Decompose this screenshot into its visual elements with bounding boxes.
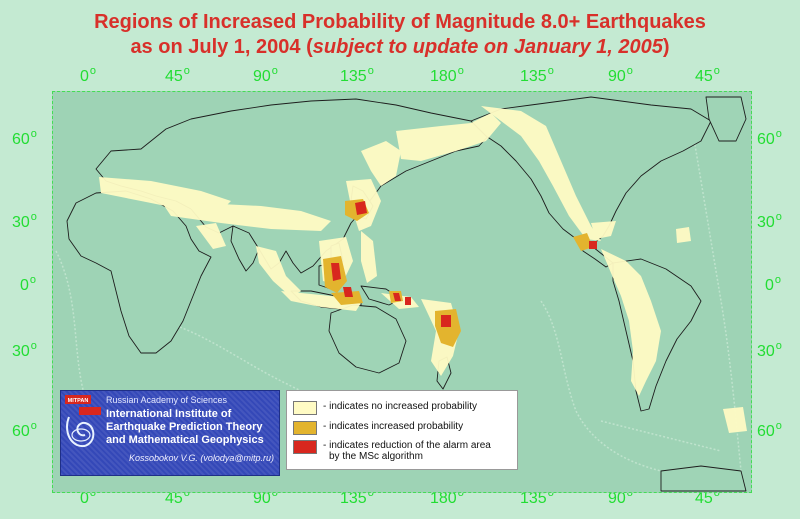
lat-right-60s: 60o: [757, 420, 782, 440]
institute-name-line-1: International Institute of: [106, 408, 232, 420]
lon-bottom-90w: 90o: [608, 487, 633, 507]
antarctic-edge: [660, 465, 747, 492]
lat-left-60n: 60o: [12, 128, 37, 148]
map-canvas: [55, 96, 747, 492]
lon-bottom-180: 180o: [430, 487, 464, 507]
lon-top-135w: 135o: [520, 65, 554, 85]
lon-top-45: 45o: [165, 65, 190, 85]
lon-top-90: 90o: [253, 65, 278, 85]
lat-left-0: 0o: [20, 274, 37, 294]
india: [230, 225, 260, 272]
lon-bottom-90: 90o: [253, 487, 278, 507]
mitpan-logo: MITPAN: [65, 395, 103, 456]
lon-bottom-45w: 45o: [695, 487, 720, 507]
lat-right-30s: 30o: [757, 340, 782, 360]
australia: [328, 304, 407, 374]
lon-bottom-135: 135o: [340, 487, 374, 507]
title-line-2-prefix: as on July 1, 2004 (: [130, 36, 313, 58]
legend-swatch-gold: [293, 421, 317, 435]
institute-credit: MITPAN Russian Academy of Sciences Inter…: [60, 390, 280, 476]
title-line-2-italic: subject to update on January 1, 2005: [312, 36, 663, 58]
lat-left-30s: 30o: [12, 340, 37, 360]
title-line-2: as on July 1, 2004 (subject to update on…: [0, 35, 800, 60]
lon-bottom-45: 45o: [165, 487, 190, 507]
academy-name: Russian Academy of Sciences: [106, 395, 228, 405]
svg-text:MITPAN: MITPAN: [68, 398, 89, 404]
legend-swatch-red: [293, 440, 317, 454]
author-contact: Kossobokov V.G. (volodya@mitp.ru): [129, 453, 275, 463]
institute-name-line-2: Earthquake Prediction Theory: [106, 421, 263, 433]
lon-top-45w: 45o: [695, 65, 720, 85]
lat-left-30n: 30o: [12, 211, 37, 231]
lon-top-135: 135o: [340, 65, 374, 85]
lon-top-0: 0o: [80, 65, 97, 85]
greenland: [705, 96, 747, 142]
lat-left-60s: 60o: [12, 420, 37, 440]
map-legend: - indicates no increased probability - i…: [286, 390, 518, 470]
title-line-1: Regions of Increased Probability of Magn…: [94, 11, 706, 33]
map-title: Regions of Increased Probability of Magn…: [0, 10, 800, 60]
lon-top-180: 180o: [430, 65, 464, 85]
institute-name: International Institute of Earthquake Pr…: [106, 408, 276, 447]
no-increase-regions: [99, 106, 747, 433]
lat-right-30n: 30o: [757, 211, 782, 231]
title-line-2-suffix: ): [662, 36, 670, 58]
legend-item-reduced-line-1: - indicates reduction of the alarm area: [323, 440, 491, 451]
reduced-regions: [331, 201, 597, 327]
lon-top-90w: 90o: [608, 65, 633, 85]
lon-bottom-135w: 135o: [520, 487, 554, 507]
institute-name-line-3: and Mathematical Geophysics: [106, 434, 264, 446]
lon-bottom-0: 0o: [80, 487, 97, 507]
lat-right-0: 0o: [765, 274, 782, 294]
legend-item-reduced-line-2: by the MSc algorithm: [329, 451, 423, 462]
lat-right-60n: 60o: [757, 128, 782, 148]
legend-swatch-pale-yellow: [293, 401, 317, 415]
